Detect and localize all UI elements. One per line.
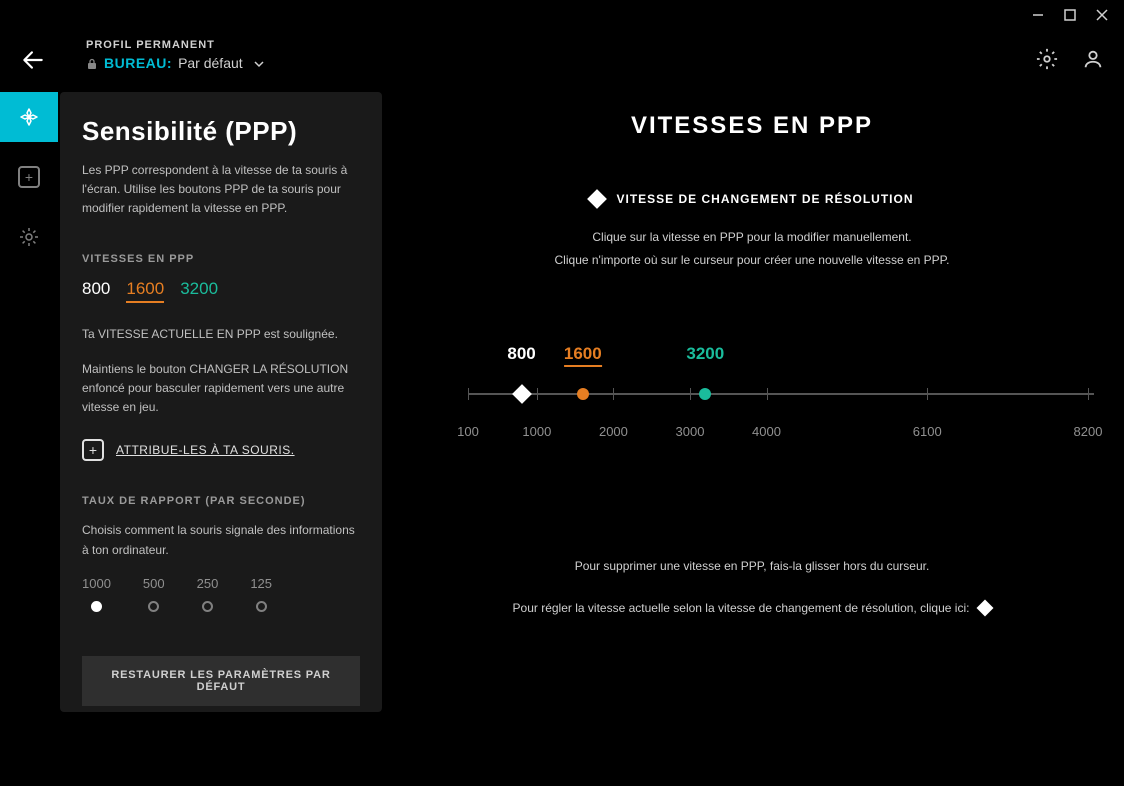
slider-value-label[interactable]: 3200 <box>686 344 724 364</box>
slider-track[interactable] <box>468 393 1094 395</box>
slider-tick <box>468 388 469 400</box>
assign-plus-button[interactable]: + <box>82 439 104 461</box>
profile-label: PROFIL PERMANENT <box>86 39 265 51</box>
rate-label: 1000 <box>82 576 111 591</box>
dpi-values-list: 800 1600 3200 <box>82 279 360 303</box>
slider-tick <box>613 388 614 400</box>
rate-radio[interactable] <box>256 601 267 612</box>
back-button[interactable] <box>20 47 46 73</box>
rate-label: 125 <box>250 576 272 591</box>
axis-label: 4000 <box>752 424 781 439</box>
set-shift-hint: Pour régler la vitesse actuelle selon la… <box>400 596 1104 620</box>
delete-hint: Pour supprimer une vitesse en PPP, fais-… <box>400 554 1104 578</box>
chevron-down-icon <box>253 57 265 69</box>
slider-marker[interactable] <box>512 384 532 404</box>
rate-radio[interactable] <box>91 601 102 612</box>
default-profile-label: Par défaut <box>178 55 243 71</box>
dpi-value[interactable]: 3200 <box>180 279 218 303</box>
assign-link[interactable]: ATTRIBUE-LES À TA SOURIS. <box>116 443 295 457</box>
slider-value-label[interactable]: 800 <box>507 344 535 364</box>
slider-tick <box>537 388 538 400</box>
lock-icon <box>86 57 98 69</box>
minimize-button[interactable] <box>1031 8 1045 22</box>
side-panel: Sensibilité (PPP) Les PPP correspondent … <box>60 92 382 712</box>
diamond-icon[interactable] <box>977 599 994 616</box>
user-icon[interactable] <box>1082 48 1104 70</box>
dpi-slider[interactable]: 800 1600 3200 100 1000 2000 3000 4000 6100 8200 <box>400 344 1104 444</box>
panel-title: Sensibilité (PPP) <box>82 116 360 147</box>
profile-selector[interactable]: BUREAU: Par défaut <box>86 55 265 71</box>
slider-tick <box>927 388 928 400</box>
rate-section-label: TAUX DE RAPPORT (PAR SECONDE) <box>82 495 360 507</box>
axis-label: 3000 <box>676 424 705 439</box>
dpi-note-current: Ta VITESSE ACTUELLE EN PPP est soulignée… <box>82 325 360 344</box>
axis-label: 100 <box>457 424 479 439</box>
dpi-note-shift: Maintiens le bouton CHANGER LA RÉSOLUTIO… <box>82 360 360 418</box>
rate-radio[interactable] <box>202 601 213 612</box>
rate-label: 500 <box>143 576 165 591</box>
hint-text: Clique sur la vitesse en PPP pour la mod… <box>400 226 1104 272</box>
sub-label: VITESSE DE CHANGEMENT DE RÉSOLUTION <box>616 192 913 206</box>
axis-label: 6100 <box>913 424 942 439</box>
rate-label: 250 <box>197 576 219 591</box>
settings-icon[interactable] <box>1036 48 1058 70</box>
main-title: VITESSES EN PPP <box>400 112 1104 140</box>
dpi-section-label: VITESSES EN PPP <box>82 253 360 265</box>
tab-assignments[interactable]: + <box>0 152 58 202</box>
rate-radio[interactable] <box>148 601 159 612</box>
axis-label: 8200 <box>1074 424 1103 439</box>
bureau-label: BUREAU: <box>104 55 172 71</box>
set-shift-hint-text: Pour régler la vitesse actuelle selon la… <box>513 596 970 620</box>
slider-value-label[interactable]: 1600 <box>564 344 602 367</box>
slider-tick <box>1088 388 1089 400</box>
plus-icon: + <box>18 166 40 188</box>
slider-tick <box>690 388 691 400</box>
panel-description: Les PPP correspondent à la vitesse de ta… <box>82 161 360 219</box>
restore-defaults-button[interactable]: RESTAURER LES PARAMÈTRES PAR DÉFAUT <box>82 656 360 706</box>
hint-line-2: Clique n'importe où sur le curseur pour … <box>400 249 1104 272</box>
slider-marker[interactable] <box>699 388 711 400</box>
slider-tick <box>767 388 768 400</box>
maximize-button[interactable] <box>1063 8 1077 22</box>
rate-description: Choisis comment la souris signale des in… <box>82 521 360 559</box>
dpi-value[interactable]: 1600 <box>126 279 164 303</box>
tab-lighting[interactable] <box>0 212 58 262</box>
delete-hint-text: Pour supprimer une vitesse en PPP, fais-… <box>575 554 930 578</box>
hint-line-1: Clique sur la vitesse en PPP pour la mod… <box>400 226 1104 249</box>
close-button[interactable] <box>1095 8 1109 22</box>
axis-label: 1000 <box>522 424 551 439</box>
slider-marker[interactable] <box>577 388 589 400</box>
dpi-value[interactable]: 800 <box>82 279 110 303</box>
rate-options: 1000 500 250 125 <box>82 576 360 612</box>
diamond-icon <box>588 189 608 209</box>
axis-label: 2000 <box>599 424 628 439</box>
tab-sensitivity[interactable] <box>0 92 58 142</box>
